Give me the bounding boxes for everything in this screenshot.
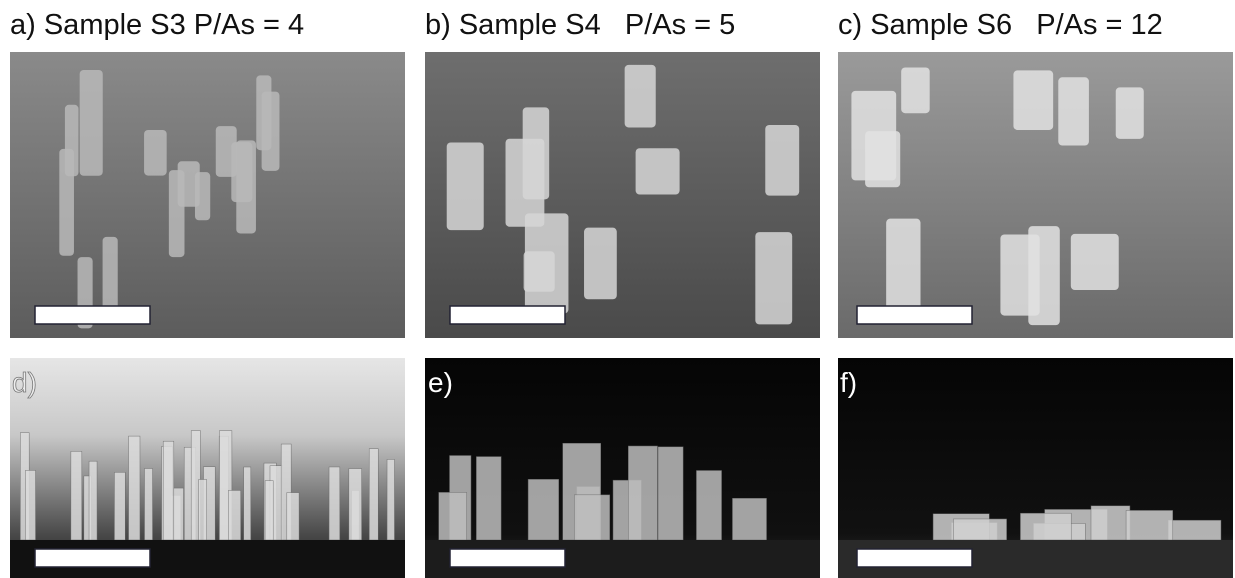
pillar bbox=[287, 493, 299, 540]
pillar bbox=[628, 446, 657, 540]
pillar bbox=[89, 461, 97, 540]
pillar bbox=[103, 237, 118, 310]
pillar bbox=[506, 139, 545, 227]
pillar bbox=[71, 451, 82, 540]
scale-bar bbox=[450, 549, 565, 567]
pillar bbox=[1126, 510, 1173, 540]
pillar bbox=[144, 468, 152, 540]
pillar bbox=[329, 467, 340, 540]
pillar bbox=[1168, 520, 1221, 540]
pillar bbox=[265, 481, 273, 540]
pillar bbox=[236, 140, 256, 233]
pillar bbox=[1028, 226, 1059, 325]
pillar bbox=[1071, 234, 1119, 290]
panel-title: c) Sample S6 P/As = 12 bbox=[838, 9, 1163, 41]
pillar bbox=[228, 490, 240, 540]
pillar bbox=[129, 436, 140, 540]
pillar bbox=[25, 470, 35, 540]
panel-title: a) Sample S3 P/As = 4 bbox=[10, 9, 304, 41]
pillar bbox=[901, 67, 930, 113]
pillar bbox=[524, 251, 555, 291]
panel-label: e) bbox=[428, 367, 453, 398]
pillar bbox=[173, 488, 183, 540]
pillar bbox=[65, 105, 79, 177]
pillar bbox=[1013, 70, 1053, 130]
pillar bbox=[169, 170, 185, 257]
scale-bar bbox=[857, 549, 972, 567]
pillar bbox=[765, 125, 799, 196]
pillar bbox=[625, 65, 656, 128]
pillar bbox=[199, 479, 207, 540]
pillar bbox=[262, 92, 280, 171]
pillar bbox=[216, 126, 237, 177]
pillar bbox=[755, 232, 792, 324]
pillar bbox=[636, 148, 680, 194]
pillar bbox=[574, 495, 609, 540]
pillar bbox=[244, 467, 251, 540]
scale-bar bbox=[35, 306, 150, 324]
panel-title: b) Sample S4 P/As = 5 bbox=[425, 9, 735, 41]
pillar bbox=[696, 470, 721, 540]
pillar bbox=[439, 492, 467, 540]
pillar bbox=[476, 457, 501, 540]
scale-bar bbox=[857, 306, 972, 324]
panel-label: d) bbox=[12, 367, 37, 398]
scale-bar bbox=[450, 306, 565, 324]
pillar bbox=[1058, 77, 1089, 145]
pillar bbox=[1091, 506, 1130, 540]
pillar bbox=[1116, 87, 1144, 139]
pillar bbox=[369, 449, 378, 540]
pillar bbox=[584, 228, 617, 300]
pillar bbox=[865, 131, 900, 187]
pillar bbox=[80, 70, 103, 176]
scale-bar bbox=[35, 549, 150, 567]
pillar bbox=[1020, 513, 1071, 540]
figure: a) Sample S3 P/As = 4 b) Sample S4 P/As … bbox=[0, 0, 1235, 578]
pillar bbox=[144, 130, 167, 176]
pillar bbox=[732, 498, 766, 540]
pillar bbox=[163, 441, 174, 540]
pillar bbox=[658, 447, 683, 540]
panel-label: f) bbox=[840, 367, 857, 398]
pillar bbox=[528, 479, 559, 540]
pillar bbox=[447, 142, 484, 230]
pillar bbox=[349, 469, 362, 540]
pillar bbox=[114, 472, 125, 540]
pillar bbox=[387, 459, 394, 540]
pillar bbox=[953, 519, 1006, 540]
